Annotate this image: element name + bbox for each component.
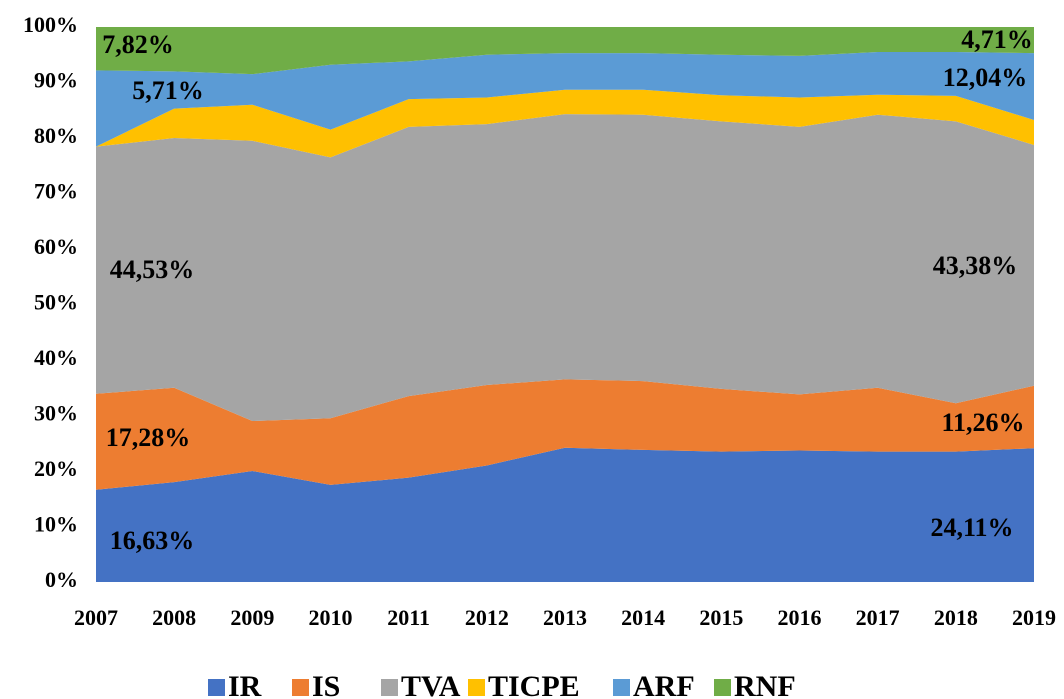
data-label: 16,63%: [110, 526, 195, 555]
legend-label: ARF: [633, 670, 695, 699]
area: [96, 27, 1034, 75]
x-tick-label: 2014: [621, 605, 665, 630]
legend-label: RNF: [734, 670, 796, 699]
x-tick-label: 2016: [778, 605, 822, 630]
legend-swatch: [381, 679, 398, 696]
legend-swatch: [292, 679, 309, 696]
legend-swatch: [714, 679, 731, 696]
area: [96, 89, 1034, 158]
y-tick-label: 20%: [34, 456, 78, 481]
area: [96, 379, 1034, 490]
legend-label: IR: [228, 670, 262, 699]
y-tick-label: 60%: [34, 234, 78, 259]
y-tick-label: 50%: [34, 290, 78, 315]
legend-label: TVA: [401, 670, 461, 699]
data-label: 44,53%: [110, 255, 195, 284]
y-tick-label: 90%: [34, 68, 78, 93]
x-tick-label: 2009: [230, 605, 274, 630]
area: [96, 51, 1034, 147]
x-tick-label: 2008: [152, 605, 196, 630]
y-tick-label: 0%: [45, 567, 78, 592]
y-tick-label: 10%: [34, 512, 78, 537]
x-tick-label: 2018: [934, 605, 978, 630]
data-label: 24,11%: [930, 513, 1013, 542]
legend-swatch: [208, 679, 225, 696]
data-label: 11,26%: [941, 408, 1024, 437]
area: [96, 114, 1034, 422]
y-tick-label: 30%: [34, 401, 78, 426]
data-label: 43,38%: [933, 251, 1018, 280]
x-tick-label: 2011: [387, 605, 430, 630]
x-tick-label: 2015: [699, 605, 743, 630]
y-tick-label: 70%: [34, 179, 78, 204]
x-tick-label: 2017: [856, 605, 900, 630]
data-label: 4,71%: [961, 25, 1033, 54]
legend-swatch: [468, 679, 485, 696]
x-tick-label: 2010: [309, 605, 353, 630]
data-label: 5,71%: [132, 76, 204, 105]
x-tick-label: 2007: [74, 605, 118, 630]
x-tick-label: 2013: [543, 605, 587, 630]
data-label: 12,04%: [943, 63, 1028, 92]
legend-label: TICPE: [488, 670, 580, 699]
area: [96, 447, 1034, 582]
legend-label: IS: [312, 670, 340, 699]
y-tick-label: 80%: [34, 123, 78, 148]
data-label: 17,28%: [106, 423, 191, 452]
data-label: 7,82%: [102, 30, 174, 59]
y-tick-label: 100%: [23, 12, 78, 37]
x-tick-label: 2019: [1012, 605, 1056, 630]
x-tick-label: 2012: [465, 605, 509, 630]
legend-swatch: [613, 679, 630, 696]
y-tick-label: 40%: [34, 345, 78, 370]
